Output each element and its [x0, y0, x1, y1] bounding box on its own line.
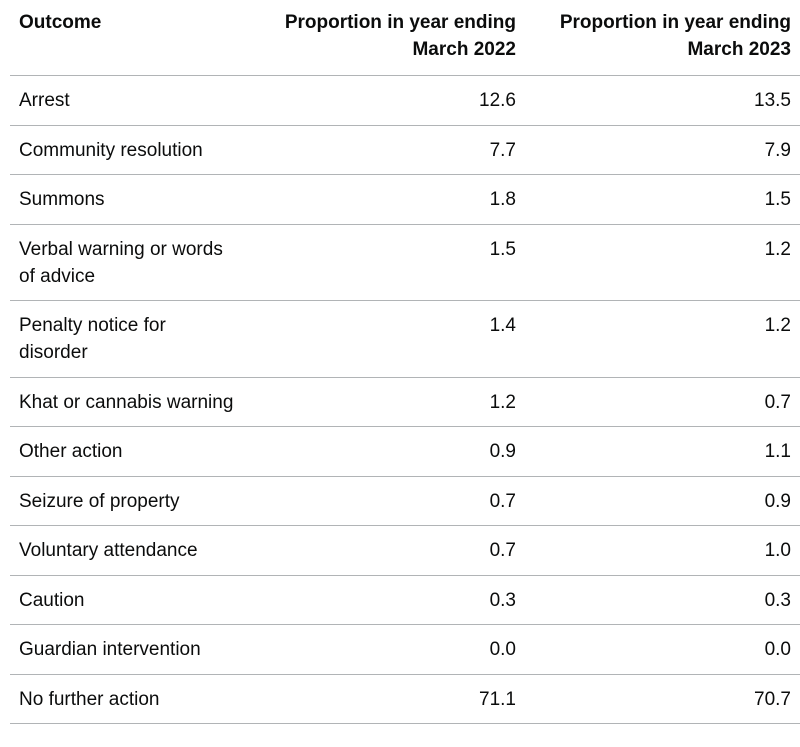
table-row: No further action 71.1 70.7 — [10, 675, 800, 724]
outcomes-table: Outcome Proportion in year ending March … — [10, 0, 800, 724]
header-year-2022: Proportion in year ending March 2022 — [270, 9, 516, 63]
year-2023-value: 1.1 — [764, 441, 791, 462]
table-row: Verbal warning or words of advice 1.5 1.… — [10, 225, 800, 301]
outcome-label-line2: of advice — [19, 266, 96, 287]
table-header-row: Outcome Proportion in year ending March … — [10, 0, 800, 76]
header-year-2023-line2: March 2023 — [687, 39, 791, 60]
table-row: Guardian intervention 0.0 0.0 — [10, 625, 800, 675]
table-row: Penalty notice for disorder 1.4 1.2 — [10, 301, 800, 378]
outcome-label: Caution — [19, 590, 85, 611]
year-2022-value: 1.2 — [489, 392, 516, 413]
year-2022-value: 1.4 — [489, 315, 516, 336]
year-2022-value: 1.5 — [489, 239, 516, 260]
outcome-label: Summons — [19, 189, 105, 210]
year-2023-value: 0.3 — [764, 590, 791, 611]
outcome-label: Guardian intervention — [19, 639, 201, 660]
outcome-cell: Verbal warning or words of advice — [19, 236, 259, 290]
outcome-label: Community resolution — [19, 140, 203, 161]
table-row: Summons 1.8 1.5 — [10, 175, 800, 225]
outcome-cell: Caution — [19, 587, 259, 614]
outcome-cell: Voluntary attendance — [19, 537, 259, 564]
outcome-cell: Seizure of property — [19, 488, 259, 515]
outcome-cell: Penalty notice for disorder — [19, 312, 259, 366]
table-row: Voluntary attendance 0.7 1.0 — [10, 526, 800, 576]
outcome-cell: No further action — [19, 686, 259, 713]
outcome-label: Khat or cannabis warning — [19, 392, 234, 413]
table-row: Other action 0.9 1.1 — [10, 427, 800, 477]
outcome-label: Other action — [19, 441, 123, 462]
outcome-label: Arrest — [19, 90, 70, 111]
year-2022-value: 0.0 — [489, 639, 516, 660]
year-2023-value: 1.2 — [764, 239, 791, 260]
outcome-label-line1: Verbal warning or words — [19, 239, 223, 260]
year-2023-value: 1.0 — [764, 540, 791, 561]
year-2023-value: 0.7 — [764, 392, 791, 413]
year-2022-value: 12.6 — [479, 90, 516, 111]
outcome-cell: Other action — [19, 438, 259, 465]
outcome-cell: Arrest — [19, 87, 259, 114]
year-2023-value: 7.9 — [764, 140, 791, 161]
year-2022-value: 71.1 — [479, 689, 516, 710]
outcome-cell: Summons — [19, 186, 259, 213]
outcome-label-line2: disorder — [19, 342, 88, 363]
outcome-label: No further action — [19, 689, 160, 710]
outcome-label: Seizure of property — [19, 491, 180, 512]
year-2022-value: 1.8 — [489, 189, 516, 210]
outcome-label-line1: Penalty notice for — [19, 315, 166, 336]
year-2023-value: 13.5 — [754, 90, 791, 111]
header-outcome-label: Outcome — [19, 12, 102, 33]
header-year-2022-line1: Proportion in year ending — [284, 12, 516, 33]
outcome-label: Voluntary attendance — [19, 540, 198, 561]
table-row: Arrest 12.6 13.5 — [10, 76, 800, 126]
year-2023-value: 0.9 — [764, 491, 791, 512]
header-year-2023: Proportion in year ending March 2023 — [530, 9, 791, 63]
year-2022-value: 7.7 — [489, 140, 516, 161]
table-row: Community resolution 7.7 7.9 — [10, 126, 800, 175]
outcome-cell: Guardian intervention — [19, 636, 259, 663]
year-2022-value: 0.7 — [489, 540, 516, 561]
year-2023-value: 1.5 — [764, 189, 791, 210]
table-row: Caution 0.3 0.3 — [10, 576, 800, 625]
table-row: Seizure of property 0.7 0.9 — [10, 477, 800, 526]
year-2023-value: 0.0 — [764, 639, 791, 660]
table-row: Khat or cannabis warning 1.2 0.7 — [10, 378, 800, 427]
year-2023-value: 70.7 — [754, 689, 791, 710]
header-year-2023-line1: Proportion in year ending — [559, 12, 791, 33]
year-2022-value: 0.7 — [489, 491, 516, 512]
outcome-cell: Khat or cannabis warning — [19, 389, 259, 416]
outcome-cell: Community resolution — [19, 137, 259, 164]
year-2022-value: 0.3 — [489, 590, 516, 611]
year-2023-value: 1.2 — [764, 315, 791, 336]
year-2022-value: 0.9 — [489, 441, 516, 462]
header-outcome: Outcome — [19, 9, 259, 36]
header-year-2022-line2: March 2022 — [412, 39, 516, 60]
